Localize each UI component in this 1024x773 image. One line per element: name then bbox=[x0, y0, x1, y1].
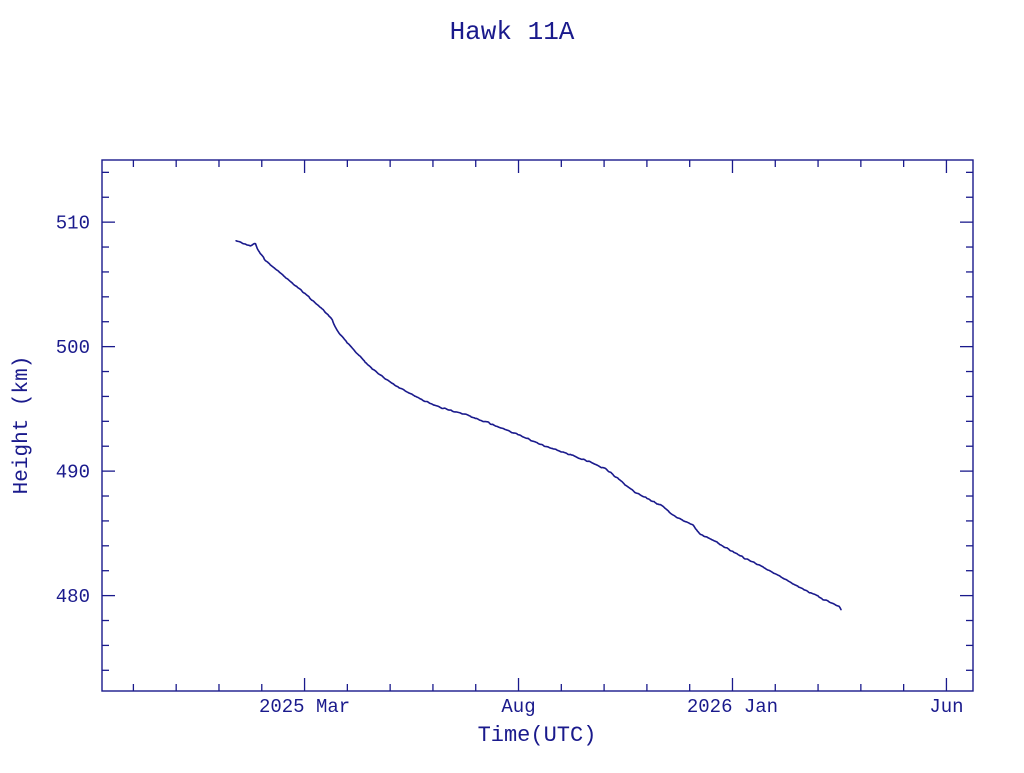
svg-text:2026 Jan: 2026 Jan bbox=[687, 696, 778, 718]
svg-text:Height (km): Height (km) bbox=[11, 356, 34, 495]
svg-text:Jun: Jun bbox=[929, 696, 963, 718]
svg-text:Aug: Aug bbox=[501, 696, 535, 718]
svg-text:2025 Mar: 2025 Mar bbox=[259, 696, 350, 718]
svg-text:Time(UTC): Time(UTC) bbox=[478, 723, 597, 748]
svg-text:Hawk 11A: Hawk 11A bbox=[450, 17, 575, 47]
svg-text:510: 510 bbox=[56, 213, 90, 235]
svg-text:500: 500 bbox=[56, 337, 90, 359]
svg-text:480: 480 bbox=[56, 586, 90, 608]
svg-text:490: 490 bbox=[56, 462, 90, 484]
